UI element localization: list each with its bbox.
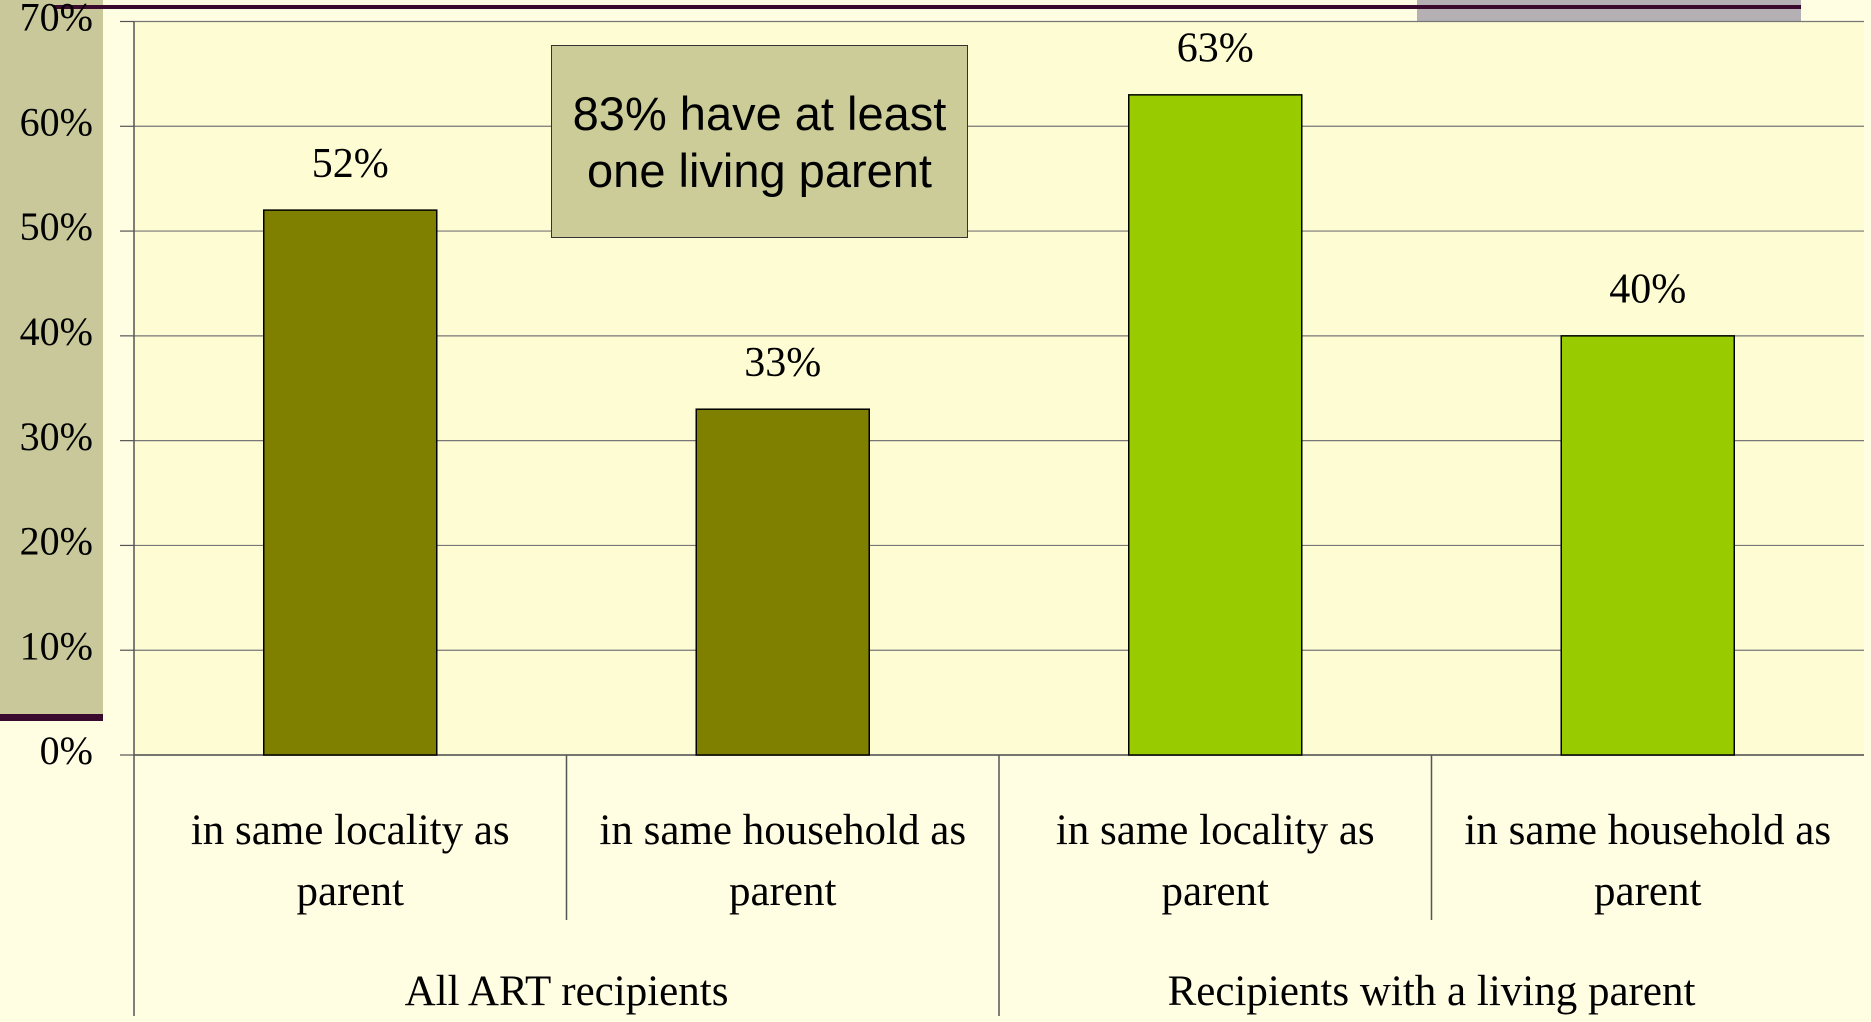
value-label: 40%	[1609, 266, 1686, 312]
x-tick-label: in same household as parent	[599, 807, 967, 915]
y-tick-label: 70%	[20, 0, 93, 40]
y-tick-label: 10%	[20, 623, 93, 668]
top-box	[1417, 0, 1801, 21]
y-tick-label: 0%	[40, 728, 93, 773]
value-label: 63%	[1177, 25, 1254, 71]
bar	[695, 408, 870, 756]
y-tick-label: 20%	[20, 519, 93, 564]
x-tick-label: in same locality as parent	[190, 807, 510, 915]
y-tick-label: 40%	[20, 309, 93, 354]
value-label: 52%	[312, 141, 389, 187]
bar	[1560, 335, 1735, 756]
x-tick-label: in same locality as parent	[1055, 807, 1375, 915]
value-label: 33%	[744, 340, 821, 386]
top-rule	[54, 5, 1801, 9]
bar	[1128, 94, 1303, 756]
side-rule	[0, 714, 103, 721]
group-label: All ART recipients	[404, 968, 729, 1015]
group-label: Recipients with a living parent	[1167, 968, 1696, 1015]
side-strip	[0, 0, 103, 717]
annotation: 83% have at least one living parent	[551, 45, 968, 238]
y-tick-label: 60%	[20, 99, 93, 144]
bar	[263, 209, 438, 756]
y-tick-label: 30%	[20, 414, 93, 459]
y-tick-label: 50%	[20, 204, 93, 249]
x-tick-label: in same household as parent	[1464, 807, 1832, 915]
